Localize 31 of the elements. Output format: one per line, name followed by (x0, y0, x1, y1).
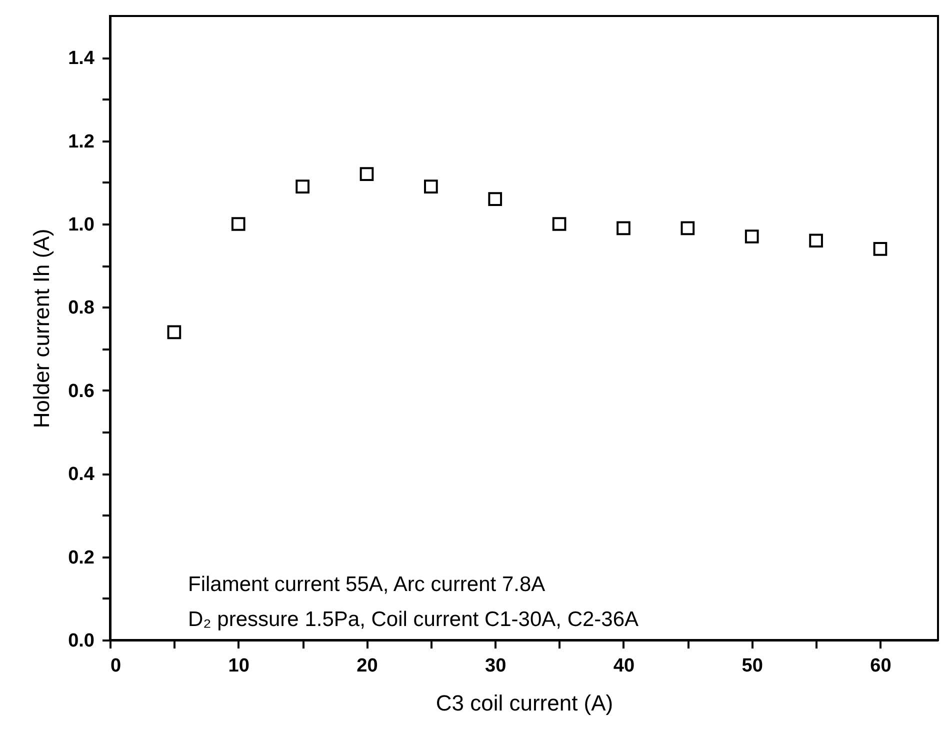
y-tick-label: 0.4 (68, 464, 95, 486)
point (167, 325, 182, 340)
y-tick-label: 0.8 (68, 298, 94, 319)
annotation: D₂ pressure 1.5Pa, Coil current C1-30A, C2-36A (188, 608, 639, 631)
y-tick-label: 1.4 (68, 48, 95, 70)
point (744, 230, 759, 244)
x-tick-label: 30 (485, 656, 506, 676)
point (360, 167, 374, 181)
y-tick-label: 0.2 (68, 547, 94, 568)
y-tick-label: 1.0 (68, 214, 94, 236)
point (680, 221, 695, 236)
x-axis-title: C3 coil current (A) (436, 690, 614, 716)
x-tick-label: 10 (228, 656, 250, 676)
x-tick-label: 50 (742, 656, 763, 676)
text: 0.0 (68, 630, 94, 652)
y-tick-label: 0.6 (68, 380, 94, 402)
y-axis-title: Holder current Ih (A) (29, 228, 54, 428)
annotation: Filament current 55A, Arc current 7.8A (188, 573, 546, 596)
point (552, 217, 566, 231)
point (616, 221, 630, 236)
x-tick-label: 20 (356, 656, 378, 676)
point (873, 242, 888, 256)
x-tick-label: 0 (110, 656, 122, 676)
point (424, 180, 438, 194)
point (488, 192, 502, 206)
y-tick-label: 1.2 (68, 131, 94, 152)
x-tick-label: 40 (613, 656, 635, 676)
point (809, 234, 823, 248)
point (296, 180, 310, 194)
point (231, 217, 246, 231)
x-tick-label: 60 (870, 656, 892, 676)
